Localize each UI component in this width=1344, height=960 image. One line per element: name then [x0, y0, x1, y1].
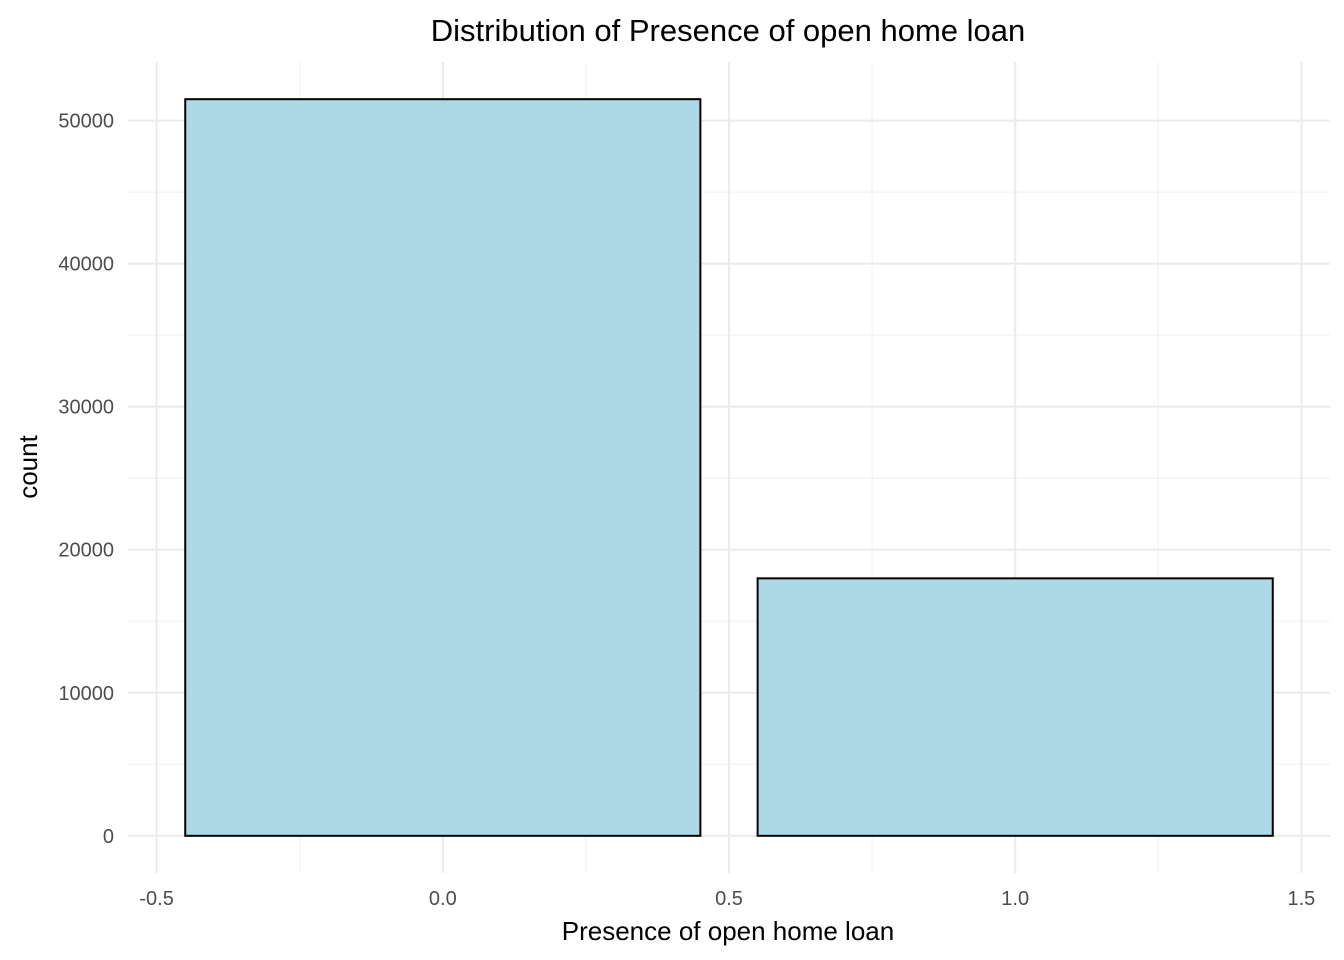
x-tick-label: 0.0 [429, 888, 457, 910]
bar [756, 577, 1274, 837]
y-axis-ticks: 0 10000 20000 30000 40000 50000 [58, 111, 114, 848]
x-tick-label: 1.0 [1001, 888, 1029, 910]
x-tick-label: 1.5 [1287, 888, 1315, 910]
y-tick-label: 50000 [58, 111, 114, 133]
y-tick-label: 20000 [58, 540, 114, 562]
x-axis-ticks: -0.5 0.0 0.5 1.0 1.5 [139, 888, 1315, 910]
x-tick-label: 0.5 [715, 888, 743, 910]
x-tick-label: -0.5 [139, 888, 173, 910]
y-tick-label: 30000 [58, 397, 114, 419]
y-axis-label: count [13, 434, 43, 498]
bar [184, 98, 702, 837]
y-tick-label: 10000 [58, 683, 114, 705]
y-tick-label: 40000 [58, 254, 114, 276]
chart-title: Distribution of Presence of open home lo… [431, 13, 1026, 48]
bars [184, 98, 1274, 837]
y-tick-label: 0 [103, 826, 114, 848]
x-axis-label: Presence of open home loan [562, 916, 894, 946]
